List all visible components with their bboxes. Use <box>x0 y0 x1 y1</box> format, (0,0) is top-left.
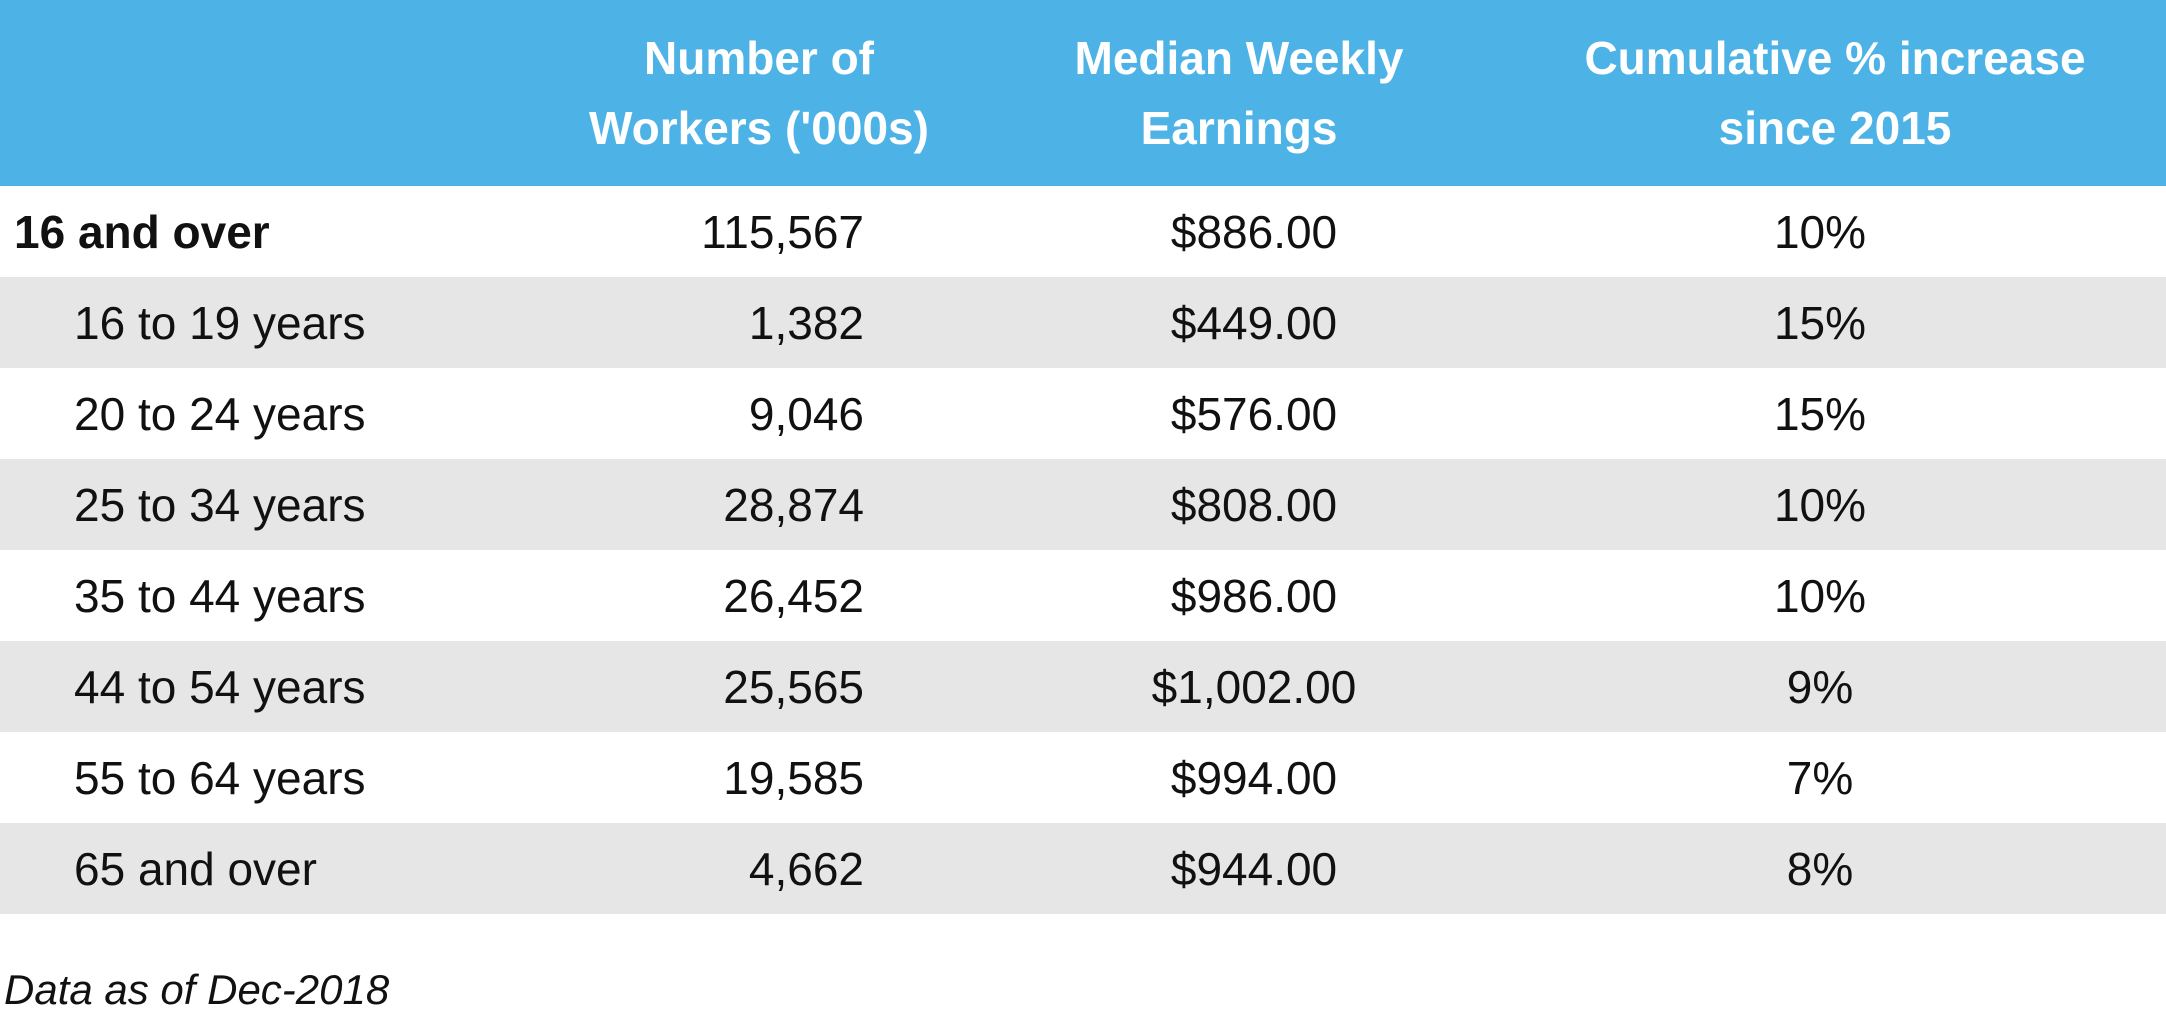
row-label: 44 to 54 years <box>74 660 366 713</box>
earnings-cell: $944.00 <box>1170 842 1338 895</box>
workers-cell: 28,874 <box>723 478 864 531</box>
table-row: 44 to 54 years 25,565 $1,002.00 9% <box>0 641 2166 732</box>
header-earnings: Median Weekly Earnings <box>974 23 1504 163</box>
header-pct: Cumulative % increase since 2015 <box>1504 23 2166 163</box>
pct-cell: 10% <box>1773 569 1867 622</box>
table-row: 16 to 19 years 1,382 $449.00 15% <box>0 277 2166 368</box>
data-table: Number of Workers ('000s) Median Weekly … <box>0 0 2166 914</box>
header-earnings-line1: Median Weekly <box>1074 32 1404 84</box>
earnings-cell: $994.00 <box>1170 751 1338 804</box>
earnings-cell: $1,002.00 <box>1151 660 1357 713</box>
earnings-cell: $986.00 <box>1170 569 1338 622</box>
table-row: 20 to 24 years 9,046 $576.00 15% <box>0 368 2166 459</box>
header-pct-line2: since 2015 <box>1718 102 1952 154</box>
row-label: 35 to 44 years <box>74 569 366 622</box>
workers-cell: 26,452 <box>723 569 864 622</box>
header-workers-line2: Workers ('000s) <box>589 102 929 154</box>
header-workers-line1: Number of <box>644 32 874 84</box>
pct-cell: 15% <box>1773 296 1867 349</box>
row-label: 25 to 34 years <box>74 478 366 531</box>
workers-cell: 25,565 <box>723 660 864 713</box>
header-pct-line1: Cumulative % increase <box>1584 32 2086 84</box>
table-row: 16 and over 115,567 $886.00 10% <box>0 186 2166 277</box>
earnings-cell: $576.00 <box>1170 387 1338 440</box>
workers-cell: 115,567 <box>701 205 864 258</box>
pct-cell: 15% <box>1773 387 1867 440</box>
row-label: 55 to 64 years <box>74 751 366 804</box>
header-workers: Number of Workers ('000s) <box>544 23 974 163</box>
row-label: 16 to 19 years <box>74 296 366 349</box>
pct-cell: 10% <box>1773 205 1867 258</box>
table-row: 65 and over 4,662 $944.00 8% <box>0 823 2166 914</box>
table-header: Number of Workers ('000s) Median Weekly … <box>0 0 2166 186</box>
workers-cell: 1,382 <box>748 296 864 349</box>
earnings-cell: $808.00 <box>1170 478 1338 531</box>
workers-cell: 19,585 <box>723 751 864 804</box>
footnote: Data as of Dec-2018 <box>4 966 390 1013</box>
table-row: 35 to 44 years 26,452 $986.00 10% <box>0 550 2166 641</box>
table-row: 25 to 34 years 28,874 $808.00 10% <box>0 459 2166 550</box>
table-row: 55 to 64 years 19,585 $994.00 7% <box>0 732 2166 823</box>
header-earnings-line2: Earnings <box>1140 102 1338 154</box>
pct-cell: 7% <box>1786 751 1854 804</box>
pct-cell: 10% <box>1773 478 1867 531</box>
earnings-cell: $449.00 <box>1170 296 1338 349</box>
row-label: 65 and over <box>74 842 317 895</box>
row-label: 20 to 24 years <box>74 387 366 440</box>
earnings-cell: $886.00 <box>1170 205 1338 258</box>
workers-cell: 9,046 <box>748 387 864 440</box>
pct-cell: 8% <box>1786 842 1854 895</box>
workers-cell: 4,662 <box>748 842 864 895</box>
row-label: 16 and over <box>14 205 270 258</box>
pct-cell: 9% <box>1786 660 1854 713</box>
